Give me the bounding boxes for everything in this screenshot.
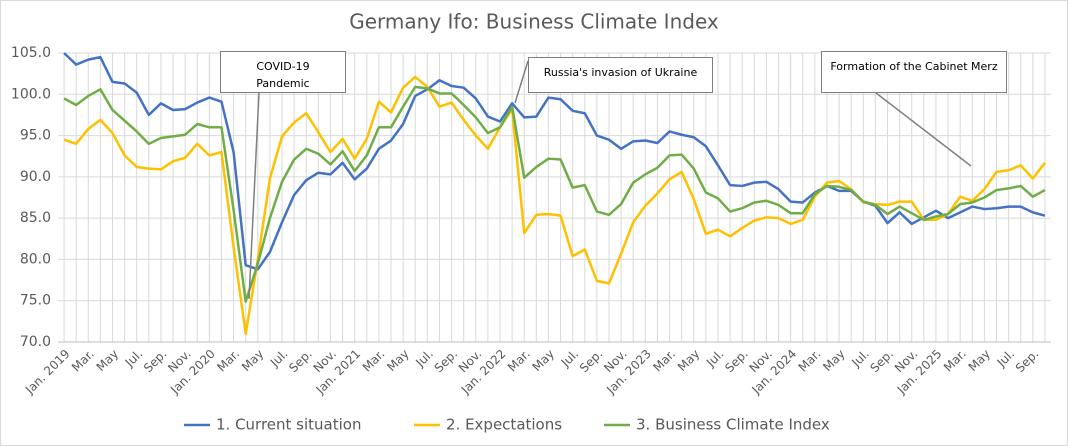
y-tick-label: 100.0 bbox=[11, 86, 51, 102]
x-tick-label: Sep. bbox=[868, 347, 897, 376]
annotation: Russia's invasion of Ukraine bbox=[528, 57, 713, 93]
x-tick-label: May bbox=[384, 347, 411, 374]
y-tick-label: 80.0 bbox=[20, 251, 51, 267]
x-tick-label: Sep. bbox=[1013, 347, 1042, 376]
x-tick-label: May bbox=[820, 347, 847, 374]
x-tick-label: Jan. 2019 bbox=[22, 347, 73, 398]
chart-title: Germany Ifo: Business Climate Index bbox=[349, 10, 719, 34]
x-tick-label: Sep. bbox=[722, 347, 751, 376]
x-tick-label: May bbox=[966, 347, 993, 374]
legend-label: 1. Current situation bbox=[216, 416, 361, 434]
x-tick-label: Mar. bbox=[796, 347, 824, 375]
annotation-line bbox=[875, 92, 972, 167]
annotation: COVID-19 Pandemic bbox=[220, 51, 346, 93]
x-tick-label: Sep. bbox=[141, 347, 170, 376]
series-line bbox=[63, 85, 1046, 303]
series-line bbox=[63, 52, 1046, 271]
x-tick-label: Mar. bbox=[941, 347, 969, 375]
x-tick-label: May bbox=[530, 347, 557, 374]
x-tick-label: May bbox=[675, 347, 702, 374]
y-tick-label: 85.0 bbox=[20, 210, 51, 226]
y-tick-label: 95.0 bbox=[20, 128, 51, 144]
annotation: Formation of the Cabinet Merz bbox=[821, 51, 1007, 93]
x-tick-label: Sep. bbox=[432, 347, 461, 376]
x-tick-label: May bbox=[94, 347, 121, 374]
x-tick-label: Sep. bbox=[286, 347, 315, 376]
y-tick-label: 105.0 bbox=[11, 45, 51, 61]
x-tick-label: Mar. bbox=[650, 347, 678, 375]
y-tick-label: 70.0 bbox=[20, 334, 51, 350]
x-tick-label: Mar. bbox=[360, 347, 388, 375]
x-tick-label: Sep. bbox=[577, 347, 606, 376]
annotation-line bbox=[514, 60, 529, 104]
series-line bbox=[63, 75, 1046, 335]
x-tick-label: Mar. bbox=[505, 347, 533, 375]
x-tick-label: Mar. bbox=[69, 347, 97, 375]
legend-label: 2. Expectations bbox=[446, 416, 562, 434]
legend-label: 3. Business Climate Index bbox=[636, 416, 830, 434]
y-tick-label: 75.0 bbox=[20, 293, 51, 309]
annotation-line bbox=[248, 92, 260, 300]
x-tick-label: May bbox=[239, 347, 266, 374]
y-tick-label: 90.0 bbox=[20, 169, 51, 185]
x-tick-label: Mar. bbox=[214, 347, 242, 375]
